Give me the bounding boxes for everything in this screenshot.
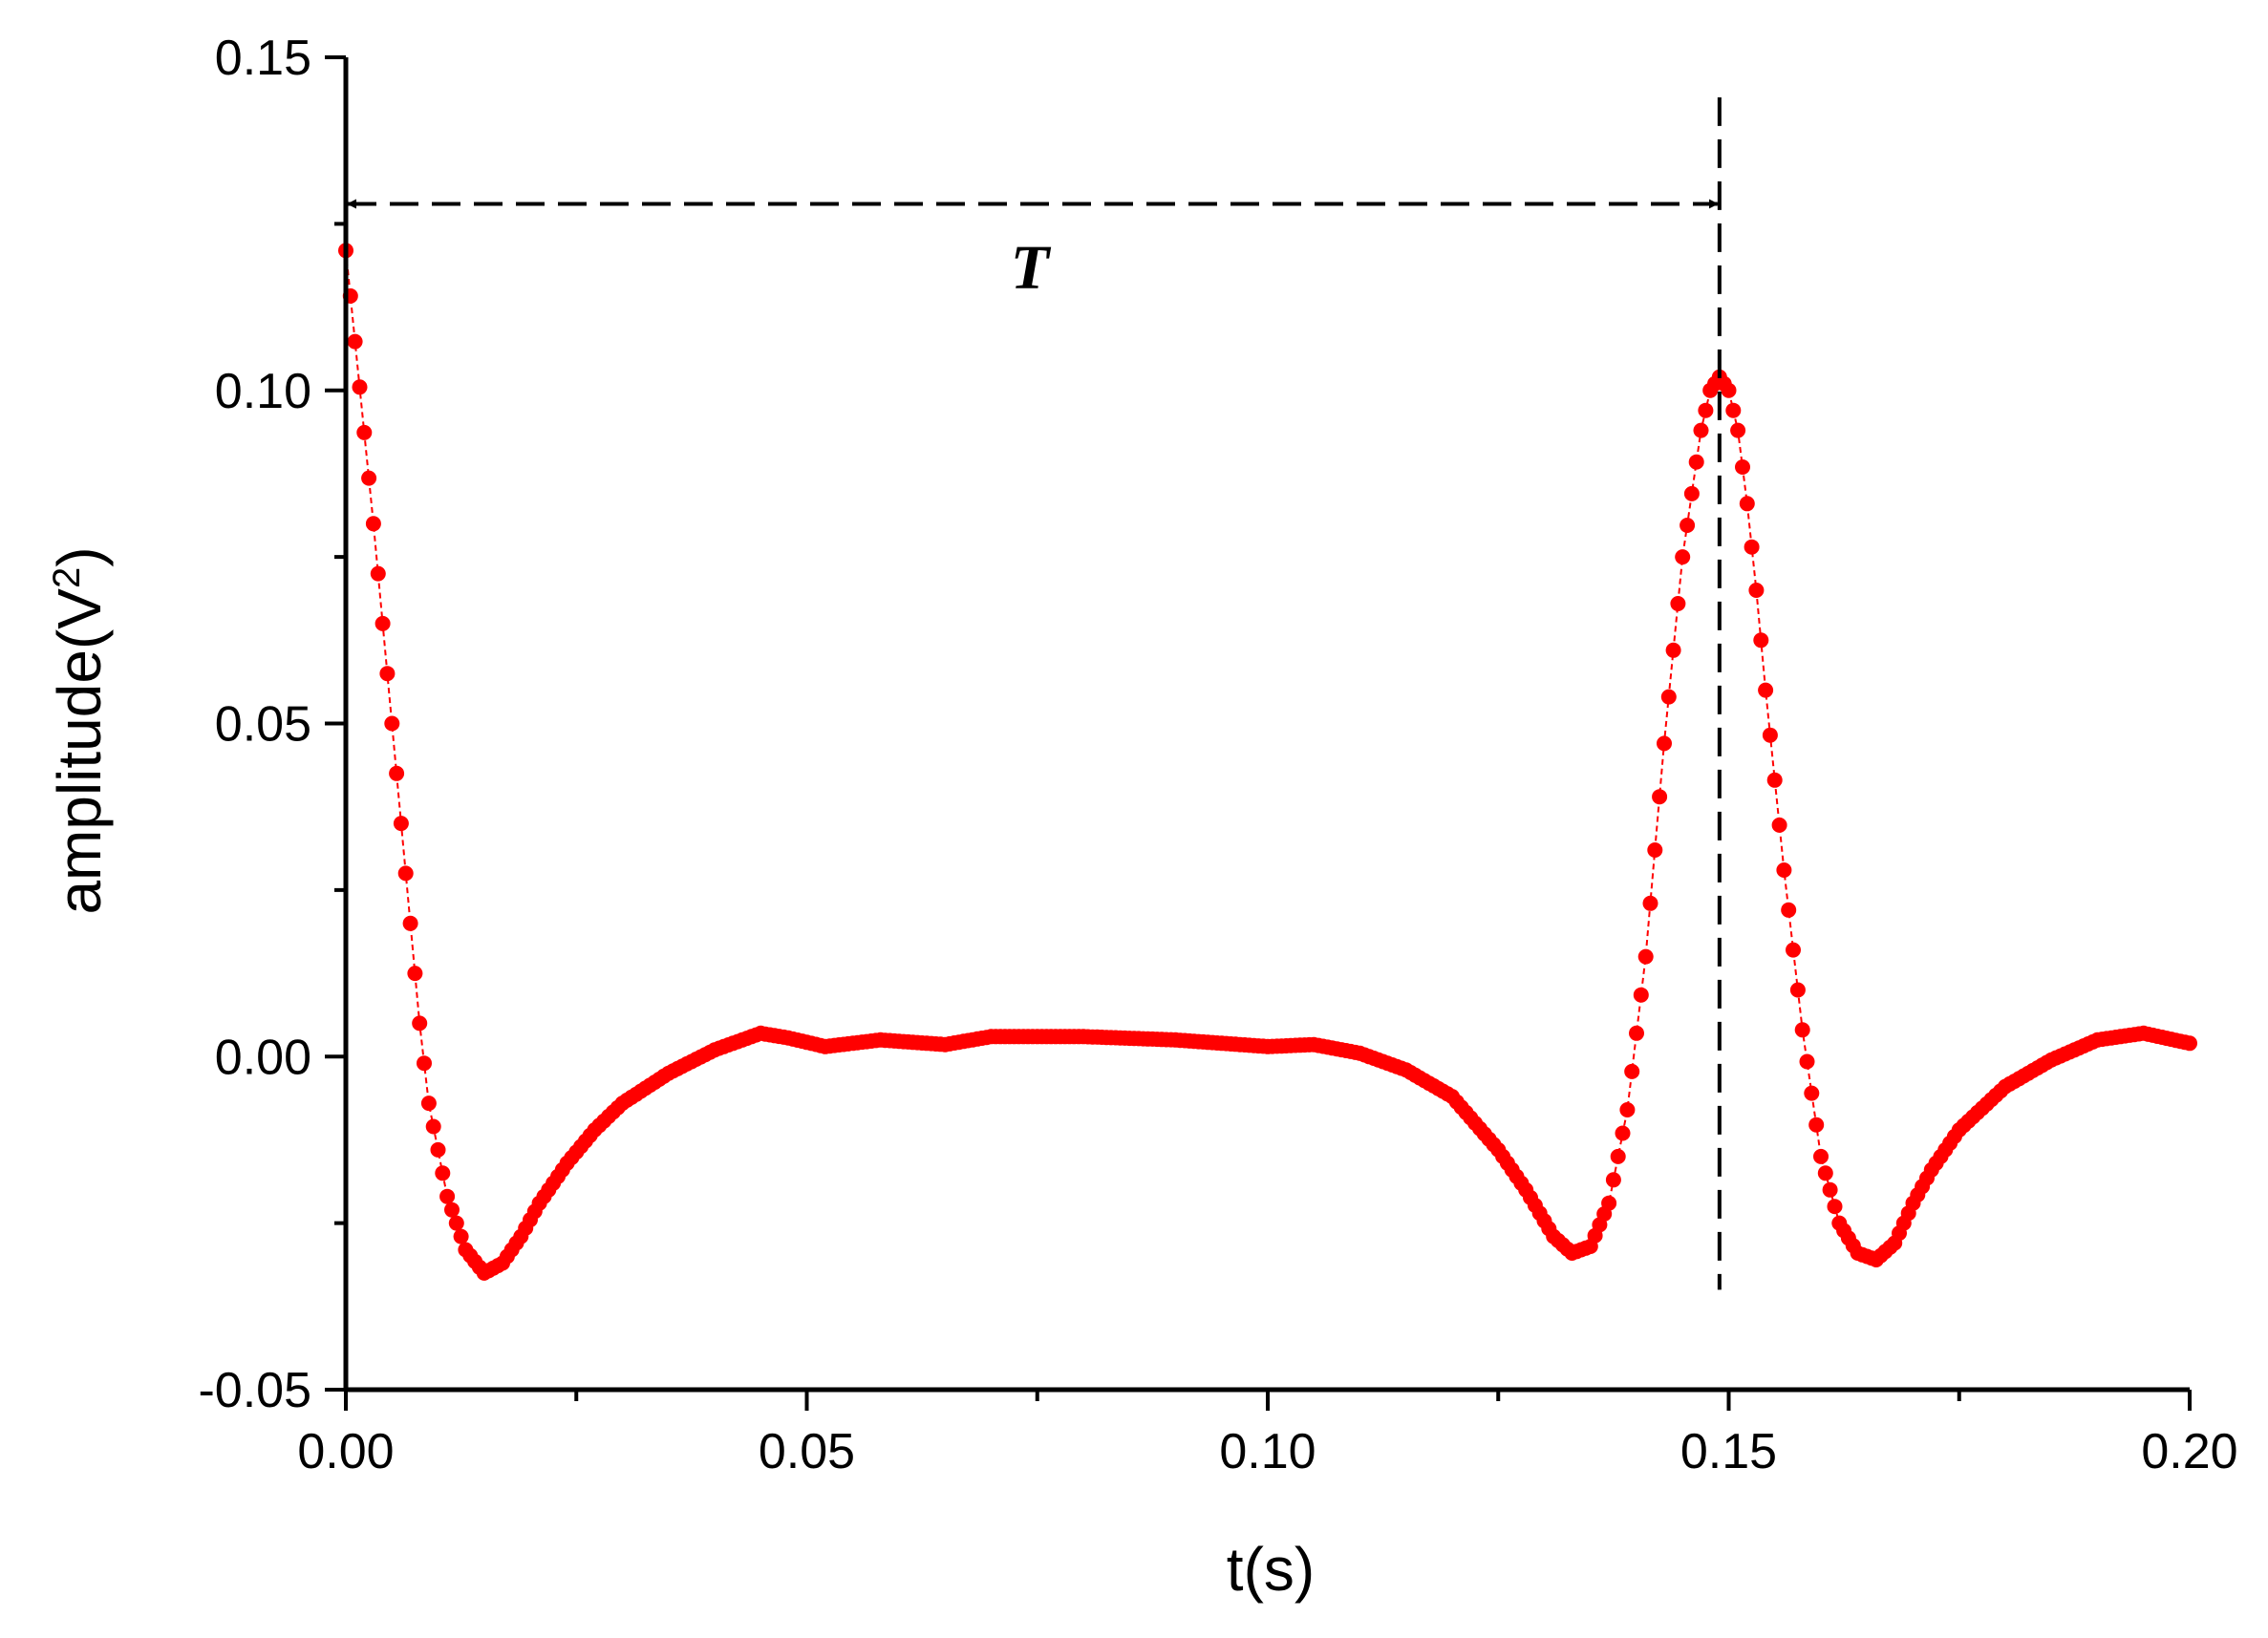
data-point [361,470,377,486]
data-point [448,1215,464,1231]
data-point [384,715,400,732]
data-point [1652,789,1668,805]
data-point [407,966,423,982]
data-point [1660,689,1677,705]
data-point [1808,1117,1825,1133]
data-point [1698,402,1714,418]
data-point [1753,632,1769,649]
data-point [1615,1125,1631,1141]
data-point [1730,422,1746,438]
data-point [1735,459,1750,475]
data-point [1624,1063,1640,1079]
series-line [345,250,2191,1275]
annotations: T [347,96,1722,1290]
y-tick-label: 0.00 [215,1030,311,1085]
x-tick-label: 0.20 [2141,1424,2237,1479]
data-point [1799,1053,1815,1070]
y-tick-label: 0.15 [215,31,311,86]
data-point [1766,772,1783,788]
data-point [1688,454,1704,470]
data-point [1721,382,1737,398]
data-point [1665,642,1681,658]
x-tick-label: 0.00 [297,1424,394,1479]
data-point [374,615,391,631]
axes: 0.00 0.05 0.10 0.15 0.20 -0.05 0.00 0.05 0.10 0.1… [198,31,2237,1479]
y-tick-label: -0.05 [198,1363,311,1418]
labels: t(s) amplitude(V2) [45,546,1315,1604]
data-point [1758,682,1774,698]
data-point [1619,1102,1636,1117]
data-point [370,565,386,582]
x-tick-label: 0.15 [1680,1424,1777,1479]
data-point [1748,583,1765,598]
data-point [1629,1025,1644,1041]
data-point [412,1015,428,1032]
data-point [435,1165,451,1181]
data-point [1693,422,1709,438]
data-point [1804,1085,1820,1101]
y-tick-label: 0.05 [215,697,311,753]
data-point [1794,1022,1810,1038]
data-point [1725,402,1742,418]
data-point [1827,1199,1843,1215]
data-point [402,915,418,931]
x-tick-label: 0.05 [759,1424,855,1479]
data-point [2182,1035,2197,1052]
data-point [425,1118,441,1135]
data-point [352,379,368,395]
data-point [430,1141,446,1158]
data-point [1744,539,1760,555]
data-point [393,816,409,832]
data-point [1781,902,1797,918]
data-point [1637,948,1654,965]
y-axis-title: amplitude(V2) [45,546,114,914]
x-tick-label: 0.10 [1219,1424,1316,1479]
data-point [379,666,396,682]
data-point [1776,862,1792,878]
data-point [1601,1195,1617,1211]
x-axis-title: t(s) [1227,1535,1315,1604]
data-point [417,1055,432,1072]
period-label: T [1011,232,1052,302]
data-point [1675,549,1691,565]
y-axis-title-text: amplitude(V [45,588,114,915]
data-point [1670,596,1686,611]
data-point [1786,942,1801,958]
data-point [420,1096,437,1112]
data-point [1642,895,1658,911]
data-point [1789,982,1806,998]
data-point [1762,727,1778,743]
data-point [444,1202,460,1218]
data-point [439,1188,456,1204]
data-point [397,865,414,882]
data-point [1610,1148,1626,1164]
y-axis-title-close: ) [45,546,114,566]
data-point [389,765,405,781]
data-point [1739,496,1755,512]
plot-series [338,243,2197,1281]
y-axis-title-superscript: 2 [46,567,88,588]
data-point [1683,485,1700,501]
data-point [1680,518,1696,533]
data-point [1817,1165,1833,1181]
data-point [347,333,363,350]
data-point [1771,817,1787,833]
y-tick-label: 0.10 [215,364,311,419]
data-point [453,1228,469,1244]
data-point [1822,1181,1838,1198]
data-point [1813,1148,1829,1164]
data-point [356,424,373,440]
data-point [365,516,381,532]
data-point [1657,735,1672,752]
data-point [1647,842,1663,858]
data-point [1633,987,1649,1003]
data-point [1605,1172,1621,1188]
